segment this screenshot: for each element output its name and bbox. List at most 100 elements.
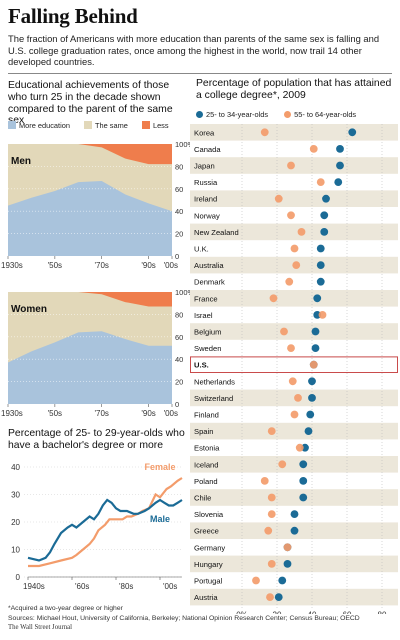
country-label: Finland <box>194 411 219 420</box>
dot-old <box>267 427 276 435</box>
dot-old <box>287 211 295 220</box>
country-label: Sweden <box>194 344 221 353</box>
men-y-tick: 100% <box>175 140 190 149</box>
dot-old <box>260 477 269 485</box>
country-row-stripe <box>190 190 398 207</box>
country-label: Korea <box>194 128 215 137</box>
dot-old <box>297 228 306 236</box>
legend-label-old: 55- to 64-year-olds <box>294 110 357 119</box>
men-x-tick-label: '70s <box>94 261 108 270</box>
dot-old <box>267 493 276 502</box>
dot-old <box>264 526 273 535</box>
dot-old <box>295 443 304 452</box>
dot-young <box>299 493 308 502</box>
dot-young <box>306 410 315 419</box>
dot-old <box>267 510 276 518</box>
men-y-tick: 60 <box>175 185 183 194</box>
dot-x-tick-label: 40 <box>308 610 317 614</box>
legend-item-young: 25- to 34-year-olds <box>196 110 268 119</box>
country-label: Slovenia <box>194 510 224 519</box>
country-label: Portugal <box>194 577 223 586</box>
men-panel-label: Men <box>11 156 31 167</box>
men-x-tick-label: '90s <box>141 261 155 270</box>
men-x-tick-label: '00s <box>164 261 178 270</box>
country-label: Chile <box>194 494 211 503</box>
country-row-stripe <box>190 588 398 606</box>
country-label: Norway <box>194 211 220 220</box>
women-y-tick: 0 <box>175 400 179 409</box>
dot-old <box>280 327 288 336</box>
dot-young <box>334 178 343 186</box>
dot-x-tick-label: 0% <box>236 610 248 614</box>
bachelor-x-tick-label: '00s <box>163 582 177 591</box>
country-label: Netherlands <box>194 377 235 386</box>
country-label: Spain <box>194 427 213 436</box>
women-area-more <box>8 331 172 404</box>
legend-item-old: 55- to 64-year-olds <box>284 110 356 119</box>
dot-young <box>311 327 320 336</box>
country-label: Greece <box>194 527 219 536</box>
country-label: Belgium <box>194 328 221 337</box>
top-rule <box>8 73 392 74</box>
women-panel-label: Women <box>11 304 47 315</box>
dot-young <box>313 294 322 303</box>
men-x-tick-label: 1930s <box>1 261 23 270</box>
footnote: *Acquired a two-year degree or higher <box>8 605 123 612</box>
men-x-tick-label: '50s <box>48 261 62 270</box>
legend-label-same: The same <box>95 121 128 130</box>
legend-item-more: More education <box>8 121 70 130</box>
country-row-stripe <box>190 223 398 241</box>
footer: *Acquired a two-year degree or higher So… <box>8 604 398 633</box>
dot-young <box>290 526 299 535</box>
dot-young <box>304 427 313 435</box>
bachelor-y-tick: 10 <box>11 546 20 555</box>
dot-old <box>318 311 327 319</box>
dot-young <box>290 510 299 518</box>
sources: Sources: Michael Hout, University of Cal… <box>8 614 360 622</box>
women-x-tick-label: '00s <box>164 409 178 418</box>
dot-young <box>299 460 308 469</box>
country-label: Estonia <box>194 444 220 453</box>
legend-item-less: Less <box>141 121 169 130</box>
dot-old <box>287 344 295 352</box>
women-y-tick: 40 <box>175 355 183 364</box>
dot-young <box>311 344 320 352</box>
women-area-chart: 100% 80 60 40 20 0 Women 1930s '50s '70s '90s '00s <box>1 288 190 418</box>
dot-young <box>308 394 316 402</box>
dot-young <box>299 477 308 485</box>
legend-swatch-same <box>84 121 93 129</box>
men-area-more <box>8 180 172 256</box>
dot-young <box>320 228 329 236</box>
country-label: U.S. <box>194 361 209 370</box>
country-label: Denmark <box>194 278 225 287</box>
dot-old <box>252 576 260 585</box>
male-line <box>27 498 183 562</box>
legend-dot-old <box>284 111 292 118</box>
legend-swatch-less <box>141 121 150 129</box>
women-y-tick: 100% <box>175 288 190 297</box>
women-y-tick: 20 <box>175 378 183 387</box>
bachelor-y-tick: 20 <box>11 518 20 527</box>
bachelor-chart-title: Percentage of 25- to 29-year-olds who ha… <box>8 428 185 451</box>
college-degree-chart-title: Percentage of population that has attain… <box>196 78 392 101</box>
dot-young <box>336 145 344 153</box>
country-label: Hungary <box>194 560 223 569</box>
country-label: Russia <box>194 178 218 187</box>
women-y-tick: 60 <box>175 333 183 342</box>
dot-old <box>290 244 299 253</box>
achievement-chart-title: Educational achievements of those who tu… <box>8 80 173 127</box>
dot-young <box>274 593 283 601</box>
bachelor-x-tick-label: '60s <box>75 582 89 591</box>
dot-x-tick-label: 20 <box>273 610 282 614</box>
country-label: Canada <box>194 145 221 154</box>
legend-swatch-more <box>8 121 16 129</box>
men-y-tick: 20 <box>175 230 183 239</box>
achievement-legend: More education The same Less <box>8 121 169 130</box>
dot-young <box>316 277 325 286</box>
intro-text: The fraction of Americans with more educ… <box>8 33 380 68</box>
men-y-tick: 80 <box>175 162 183 171</box>
dot-old <box>285 277 294 286</box>
country-row-stripe <box>190 456 398 473</box>
women-y-tick: 80 <box>175 310 183 319</box>
dot-young <box>322 194 330 203</box>
